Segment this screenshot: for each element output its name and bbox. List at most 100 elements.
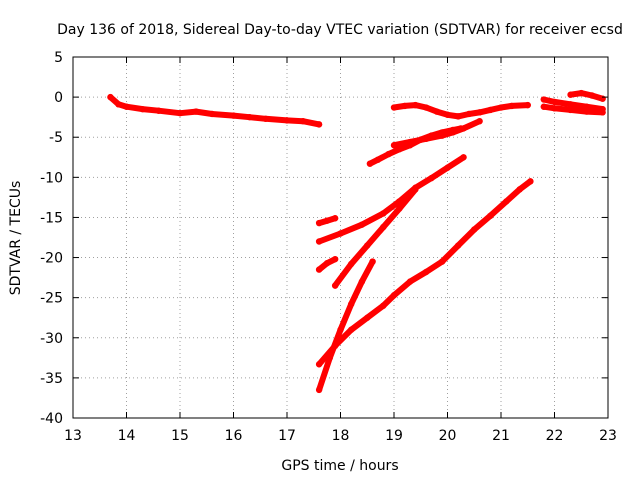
data-point: [401, 102, 408, 110]
data-point: [406, 278, 414, 285]
data-point: [444, 111, 451, 118]
data-point: [444, 164, 451, 171]
data-point: [369, 258, 376, 265]
data-point: [540, 103, 547, 110]
data-point: [323, 259, 331, 267]
y-axis-label: SDTVAR / TECUs: [8, 181, 24, 296]
data-point: [487, 106, 494, 114]
data-point: [337, 326, 344, 333]
x-tick-label: 20: [439, 428, 457, 444]
data-point: [380, 302, 387, 309]
data-point: [527, 178, 534, 185]
data-point: [428, 174, 435, 182]
data-point: [476, 109, 483, 116]
data-point: [380, 210, 387, 217]
y-tick-label: 5: [54, 50, 63, 66]
data-point: [449, 126, 457, 134]
x-tick-label: 15: [171, 428, 189, 444]
data-point: [599, 109, 606, 116]
data-point: [283, 117, 291, 124]
x-tick-label: 19: [385, 428, 403, 444]
data-point: [230, 112, 237, 119]
y-tick-label: -25: [40, 291, 63, 307]
data-point: [380, 223, 387, 231]
data-point: [385, 150, 392, 158]
data-point: [299, 117, 307, 125]
data-point: [246, 113, 253, 121]
x-tick-label: 17: [278, 428, 296, 444]
x-tick-label: 14: [118, 428, 136, 444]
data-point: [208, 110, 216, 118]
data-point: [315, 266, 323, 273]
data-point: [412, 186, 419, 193]
data-point: [412, 101, 419, 109]
x-tick-label: 18: [332, 428, 350, 444]
data-point: [390, 292, 398, 299]
data-point: [438, 258, 446, 265]
data-point: [315, 361, 323, 368]
data-point: [390, 104, 398, 111]
series-line-trace-5: [567, 90, 606, 102]
data-point: [422, 104, 430, 111]
y-tick-label: -5: [49, 130, 63, 146]
data-point: [417, 136, 424, 143]
data-point: [390, 142, 398, 149]
data-point: [578, 89, 585, 97]
data-point: [457, 125, 465, 132]
data-point: [176, 109, 184, 117]
data-point: [599, 95, 606, 102]
data-point: [460, 154, 467, 161]
data-point: [323, 217, 331, 224]
data-point: [428, 132, 435, 139]
data-point: [192, 108, 200, 115]
data-point: [331, 215, 339, 222]
data-point: [348, 300, 355, 308]
data-point: [588, 92, 596, 99]
y-tick-label: -40: [40, 411, 63, 427]
data-point: [524, 101, 531, 109]
data-point: [315, 238, 323, 245]
y-tick-label: -10: [40, 170, 63, 186]
data-point: [396, 146, 403, 153]
data-point: [487, 212, 494, 220]
data-series: [107, 89, 606, 394]
chart-title: Day 136 of 2018, Sidereal Day-to-day VTE…: [57, 22, 623, 38]
data-point: [358, 221, 366, 228]
data-point: [455, 242, 462, 249]
data-point: [107, 93, 114, 101]
axis-ticks: 13 14 15 16 17 18 19 20 21 22 23 5 0 -5 -10 -15 -20 -25 -3…: [40, 50, 617, 444]
x-tick-label: 16: [225, 428, 243, 444]
data-point: [583, 108, 590, 115]
data-point: [358, 278, 366, 285]
x-tick-label: 13: [64, 428, 82, 444]
data-point: [476, 117, 483, 125]
data-point: [503, 198, 510, 205]
data-point: [583, 103, 590, 110]
x-tick-label: 21: [492, 428, 510, 444]
data-point: [115, 101, 122, 108]
data-point: [471, 226, 478, 233]
data-point: [551, 98, 558, 106]
data-point: [315, 219, 323, 227]
y-tick-label: 0: [54, 90, 63, 106]
data-point: [551, 105, 558, 112]
data-point: [508, 102, 515, 110]
data-point: [567, 106, 574, 114]
data-point: [337, 230, 344, 237]
series-line-trace-7: [366, 125, 464, 167]
series-line-trace-11: [332, 186, 419, 289]
data-point: [540, 96, 547, 103]
data-point: [331, 282, 339, 289]
data-point: [326, 354, 333, 362]
x-axis-label: GPS time / hours: [281, 458, 398, 474]
data-point: [348, 326, 355, 333]
data-point: [364, 314, 371, 321]
y-tick-label: -35: [40, 371, 63, 387]
data-point: [497, 104, 505, 111]
data-point: [155, 107, 162, 114]
data-point: [455, 113, 462, 120]
y-tick-label: -20: [40, 251, 63, 267]
data-point: [422, 268, 430, 276]
y-tick-label: -15: [40, 210, 63, 226]
